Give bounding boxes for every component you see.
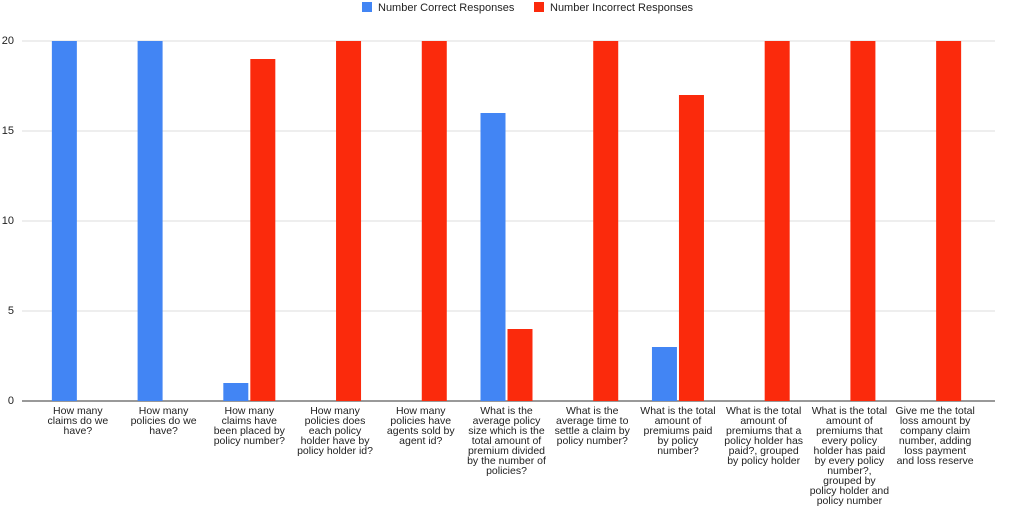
bar: [137, 41, 163, 401]
y-tick-label: 15: [2, 125, 14, 137]
bar: [51, 41, 77, 401]
x-tick-label: What is the average policy size which is…: [467, 405, 546, 477]
x-tick-label: What is the total amount of premiums tha…: [724, 405, 804, 467]
bar: [678, 95, 704, 401]
bar: [223, 383, 249, 401]
bar: [250, 59, 276, 401]
x-tick-label: How many policies have agents sold by ag…: [386, 405, 455, 447]
y-tick-label: 10: [2, 215, 14, 227]
bar: [336, 41, 362, 401]
bar: [593, 41, 619, 401]
x-tick-label: Give me the total loss amount by company…: [895, 405, 975, 467]
y-tick-label: 20: [2, 35, 14, 47]
bar: [421, 41, 447, 401]
y-tick-label: 0: [8, 395, 14, 407]
bar: [850, 41, 876, 401]
x-tick-label: What is the average time to settle a cla…: [554, 405, 630, 447]
bar: [764, 41, 790, 401]
x-tick-label: What is the total amount of premiums pai…: [640, 405, 716, 457]
y-tick-label: 5: [8, 305, 14, 317]
legend-label: Number Incorrect Responses: [550, 2, 694, 14]
legend-swatch: [534, 2, 544, 12]
x-tick-label: What is the total amount of premiums tha…: [809, 405, 890, 507]
legend-label: Number Correct Responses: [378, 2, 515, 14]
legend-swatch: [362, 2, 372, 12]
bar: [651, 347, 677, 401]
bar: [936, 41, 962, 401]
bar: [480, 113, 506, 401]
x-tick-label: How many policies do we have?: [130, 405, 197, 437]
bar: [507, 329, 533, 401]
x-tick-label: How many claims do we have?: [47, 405, 109, 437]
x-tick-label: How many claims have been placed by poli…: [213, 405, 285, 447]
x-tick-label: How many policies does each policy holde…: [297, 405, 373, 457]
